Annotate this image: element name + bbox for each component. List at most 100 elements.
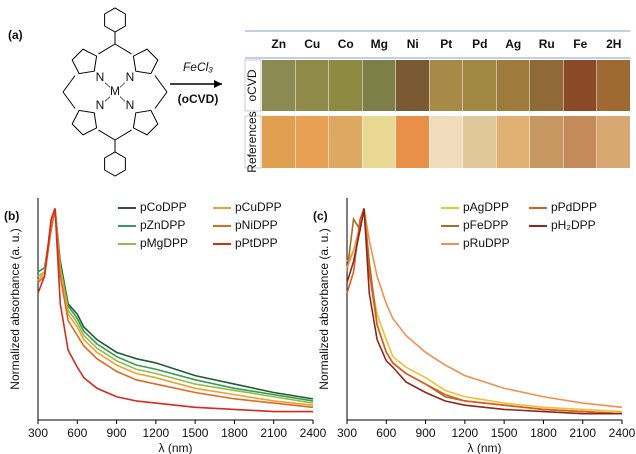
- color-swatch: [496, 60, 530, 111]
- color-swatch: [563, 116, 597, 168]
- panel-label: (a): [8, 28, 23, 42]
- legend-label: pNiDPP: [235, 218, 278, 232]
- atom-bg: [95, 100, 105, 112]
- atom-label: N: [96, 98, 105, 112]
- row-label: References: [245, 111, 259, 172]
- color-swatch: [530, 116, 563, 168]
- x-tick-label: 900: [107, 426, 127, 440]
- atom-label: M: [110, 84, 120, 98]
- spectrum-line: [37, 208, 314, 409]
- spectrum-line: [346, 208, 622, 415]
- color-swatch: [396, 116, 429, 168]
- x-tick-label: 600: [67, 426, 87, 440]
- phenyl-ring: [104, 7, 126, 33]
- panel-label: (c): [313, 209, 328, 223]
- atom-label: N: [126, 70, 135, 84]
- legend-label: pAgDPP: [463, 200, 509, 214]
- x-tick-label: 900: [416, 426, 436, 440]
- color-swatch: [396, 60, 429, 111]
- column-header: Fe: [573, 37, 587, 51]
- atom-label: N: [126, 98, 135, 112]
- column-header: Zn: [271, 37, 286, 51]
- x-tick-label: 1200: [143, 426, 170, 440]
- x-tick-label: 2400: [609, 426, 636, 440]
- color-swatch: [597, 116, 630, 168]
- color-swatch: [463, 60, 496, 111]
- pyrrole-ring: [132, 109, 159, 136]
- row-label-box: [244, 115, 262, 169]
- bond: [154, 91, 168, 109]
- bond: [62, 91, 76, 109]
- x-tick-label: 300: [28, 426, 48, 440]
- x-axis-label: λ (nm): [159, 441, 193, 454]
- legend-label: pRuDPP: [463, 236, 510, 250]
- color-swatch: [597, 60, 630, 111]
- x-tick-label: 1800: [221, 426, 248, 440]
- x-axis-label: λ (nm): [468, 441, 502, 454]
- color-swatch: [262, 116, 295, 168]
- atom-bg: [110, 86, 120, 98]
- x-tick-label: 2100: [260, 426, 287, 440]
- pyrrole-ring: [132, 48, 159, 75]
- color-swatch: [329, 116, 362, 168]
- x-tick-label: 2400: [300, 426, 327, 440]
- condition: (oCVD): [178, 92, 219, 106]
- atom-label: N: [96, 70, 105, 84]
- reagent: FeCl₃: [183, 60, 213, 74]
- color-swatch: [530, 60, 563, 111]
- color-swatch: [295, 116, 329, 168]
- color-swatch: [563, 60, 597, 111]
- x-tick-label: 2100: [569, 426, 596, 440]
- color-swatch: [463, 116, 496, 168]
- bond: [98, 129, 116, 141]
- bond: [114, 129, 132, 141]
- panel-label: (b): [4, 209, 19, 223]
- column-header: Ru: [539, 37, 555, 51]
- column-header: 2H: [606, 37, 621, 51]
- column-header: Pd: [472, 37, 487, 51]
- color-swatch: [362, 116, 396, 168]
- bond: [62, 75, 76, 93]
- column-header: Co: [338, 37, 354, 51]
- column-header: Ni: [407, 37, 419, 51]
- atom-bg: [95, 72, 105, 84]
- row-label: oCVD: [245, 69, 259, 101]
- atom-bg: [125, 100, 135, 112]
- arrow-head: [214, 80, 222, 88]
- atom-bg: [125, 72, 135, 84]
- legend-label: pCoDPP: [140, 200, 187, 214]
- color-swatch: [262, 60, 295, 111]
- bond: [154, 75, 168, 93]
- legend-label: pMgDPP: [140, 236, 188, 250]
- x-tick-label: 300: [337, 426, 357, 440]
- x-tick-label: 1200: [452, 426, 479, 440]
- legend-label: pPdDPP: [551, 200, 597, 214]
- pyrrole-ring: [71, 48, 98, 75]
- y-axis-label: Normalized absorbance (a. u.): [317, 228, 331, 389]
- legend-label: pH₂DPP: [551, 218, 596, 232]
- y-axis-label: Normalized absorbance (a. u.): [8, 228, 22, 389]
- column-header: Cu: [304, 37, 320, 51]
- bond: [114, 43, 132, 55]
- legend-label: pZnDPP: [140, 218, 185, 232]
- color-swatch: [496, 116, 530, 168]
- legend-label: pPtDPP: [235, 236, 278, 250]
- color-swatch: [329, 60, 362, 111]
- x-tick-label: 1800: [530, 426, 557, 440]
- row-label-box: [244, 59, 262, 112]
- legend-label: pFeDPP: [463, 218, 508, 232]
- phenyl-ring: [104, 151, 126, 177]
- x-tick-label: 1500: [182, 426, 209, 440]
- column-header: Ag: [505, 37, 521, 51]
- bond: [98, 43, 116, 55]
- color-swatch: [429, 116, 463, 168]
- column-header: Pt: [440, 37, 452, 51]
- color-swatch: [362, 60, 396, 111]
- spectrum-line: [37, 208, 313, 413]
- legend-label: pCuDPP: [235, 200, 282, 214]
- x-tick-label: 1500: [491, 426, 518, 440]
- color-swatch: [295, 60, 329, 111]
- color-swatch: [429, 60, 463, 111]
- pyrrole-ring: [71, 109, 98, 136]
